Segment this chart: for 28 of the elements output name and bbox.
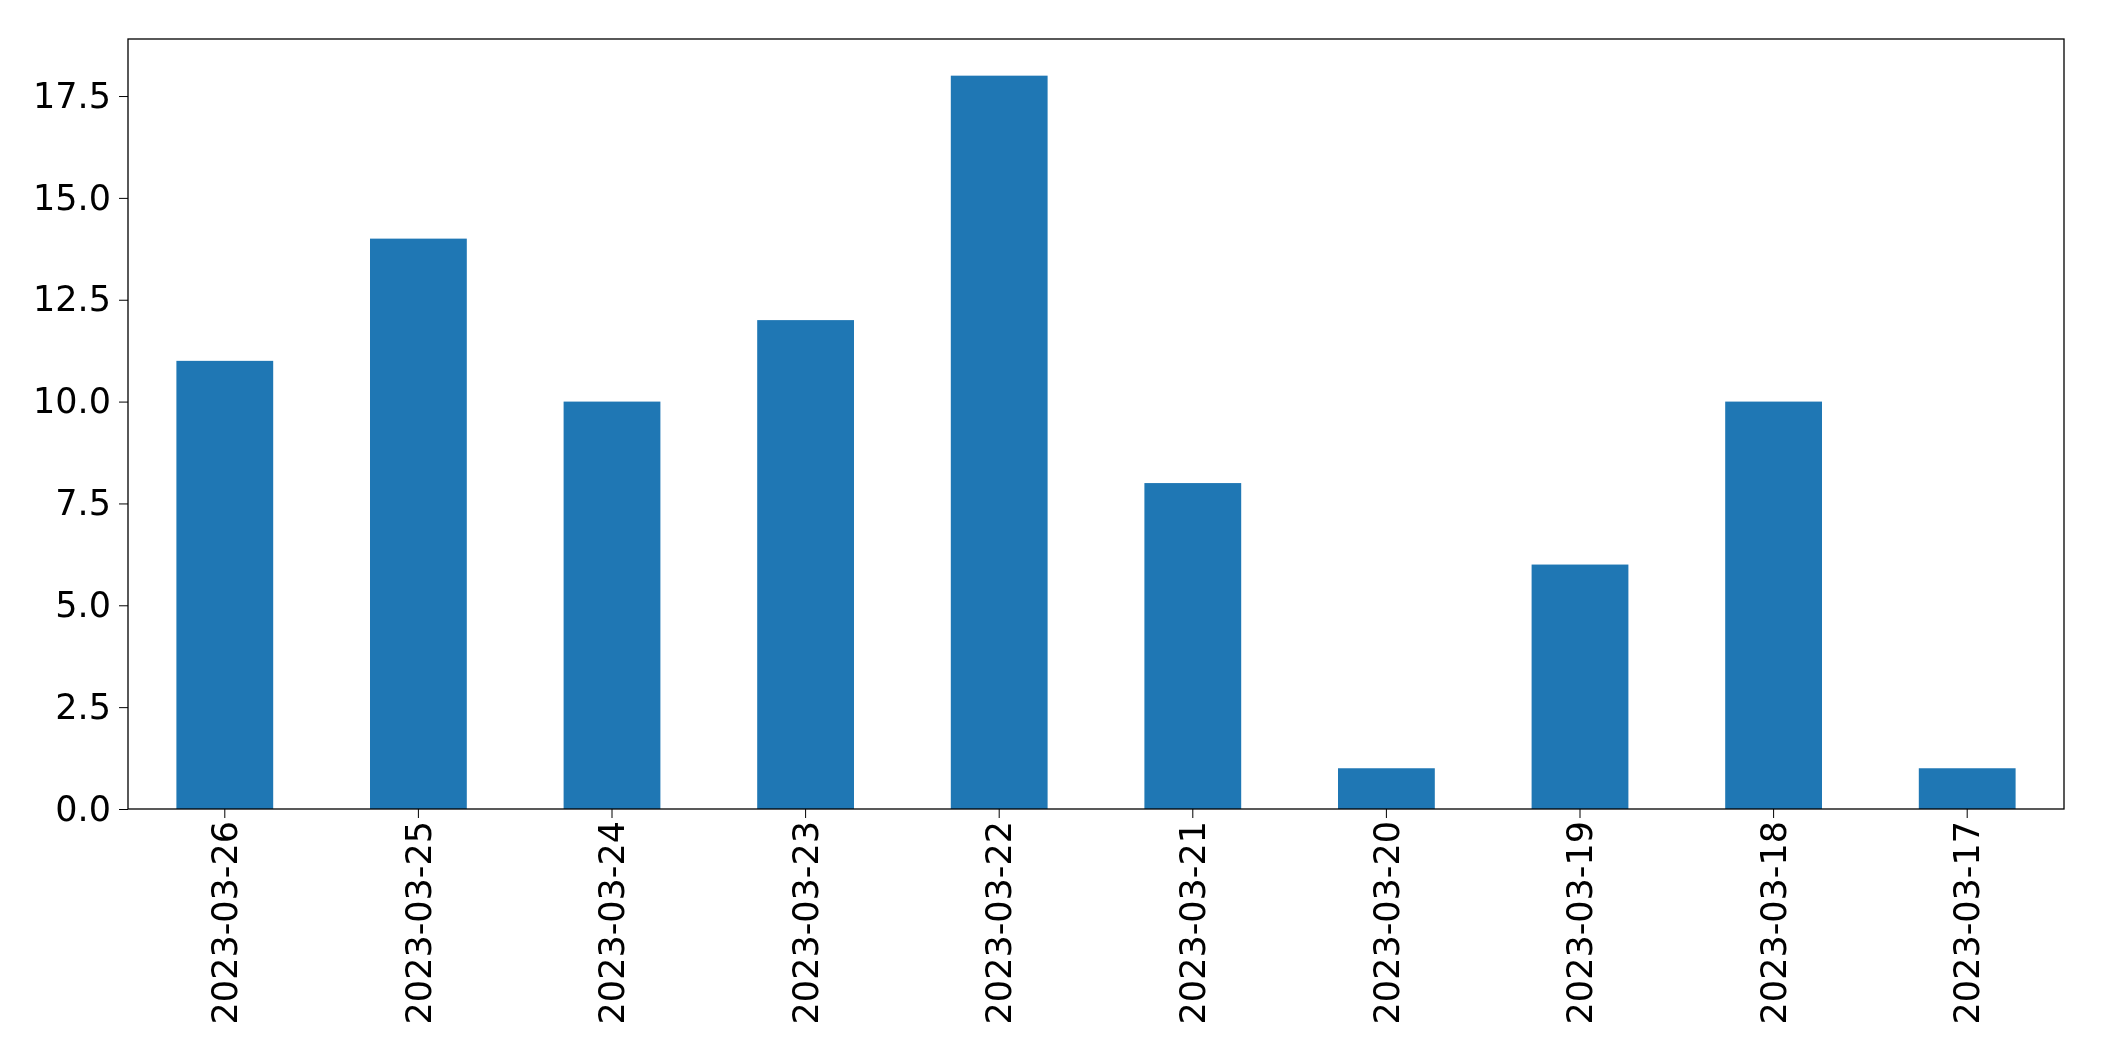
bar [1144,483,1242,809]
bar [757,320,854,809]
x-tick-label: 2023-03-26 [205,821,246,1025]
y-tick-label: 17.5 [33,75,111,116]
x-tick-label: 2023-03-18 [1753,821,1794,1025]
bar [176,360,274,809]
bar [1338,768,1435,809]
x-tick-label: 2023-03-24 [592,821,633,1025]
y-tick-label: 0.0 [55,788,111,829]
bar [563,401,661,809]
x-tick-label: 2023-03-21 [1173,821,1214,1025]
y-tick-label: 2.5 [55,686,111,727]
bar [950,75,1048,809]
x-tick-label: 2023-03-23 [785,821,826,1025]
y-tick-label: 7.5 [55,483,111,524]
bar [1918,768,2016,809]
x-tick-label: 2023-03-20 [1366,821,1407,1025]
y-tick-label: 15.0 [33,177,111,218]
bar [370,238,467,809]
y-tick-label: 5.0 [55,585,111,625]
x-tick-label: 2023-03-17 [1947,821,1988,1025]
bar [1531,564,1629,809]
x-tick-label: 2023-03-19 [1560,821,1601,1025]
y-tick-label: 10.0 [33,381,111,422]
x-tick-label: 2023-03-22 [979,821,1020,1025]
y-tick-label: 12.5 [33,279,111,320]
x-tick-label: 2023-03-25 [398,821,439,1025]
bar [1725,401,1822,809]
